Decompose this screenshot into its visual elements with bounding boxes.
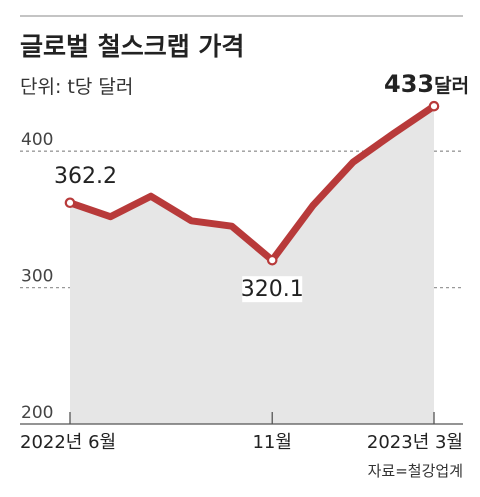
data-label-5: 320.1	[241, 277, 304, 302]
y-axis-ticks: 200 300 400	[21, 130, 53, 423]
y-tick-label-300: 300	[21, 267, 53, 287]
data-label-value: 362.2	[54, 164, 117, 189]
source-note: 자료=철강업계	[368, 462, 463, 480]
data-label-value: 320.1	[241, 277, 304, 302]
data-label-9: 433달러	[384, 70, 469, 98]
data-labels: 362.2 320.1 433달러	[54, 70, 469, 303]
x-axis: 2022년 6월 11월 2023년 3월	[20, 412, 463, 453]
data-label-value: 433	[384, 70, 434, 98]
data-point-5	[266, 254, 278, 266]
x-tick-label-0: 2022년 6월	[20, 432, 116, 453]
data-point-9	[428, 100, 440, 112]
data-points	[64, 100, 440, 266]
data-label-suffix: 달러	[434, 75, 469, 97]
x-tick-label-5: 11월	[252, 432, 291, 453]
area-fill	[70, 106, 434, 424]
y-tick-label-200: 200	[21, 403, 53, 423]
y-tick-label-400: 400	[21, 130, 53, 150]
data-label-bg-5	[242, 276, 303, 303]
unit-label: 단위: t당 달러	[20, 76, 133, 98]
x-tick-label-9: 2023년 3월	[367, 432, 463, 453]
series-line	[66, 102, 438, 264]
data-point-0	[64, 197, 76, 209]
data-label-0: 362.2	[54, 164, 117, 189]
chart-title: 글로벌 철스크랩 가격	[20, 32, 244, 61]
